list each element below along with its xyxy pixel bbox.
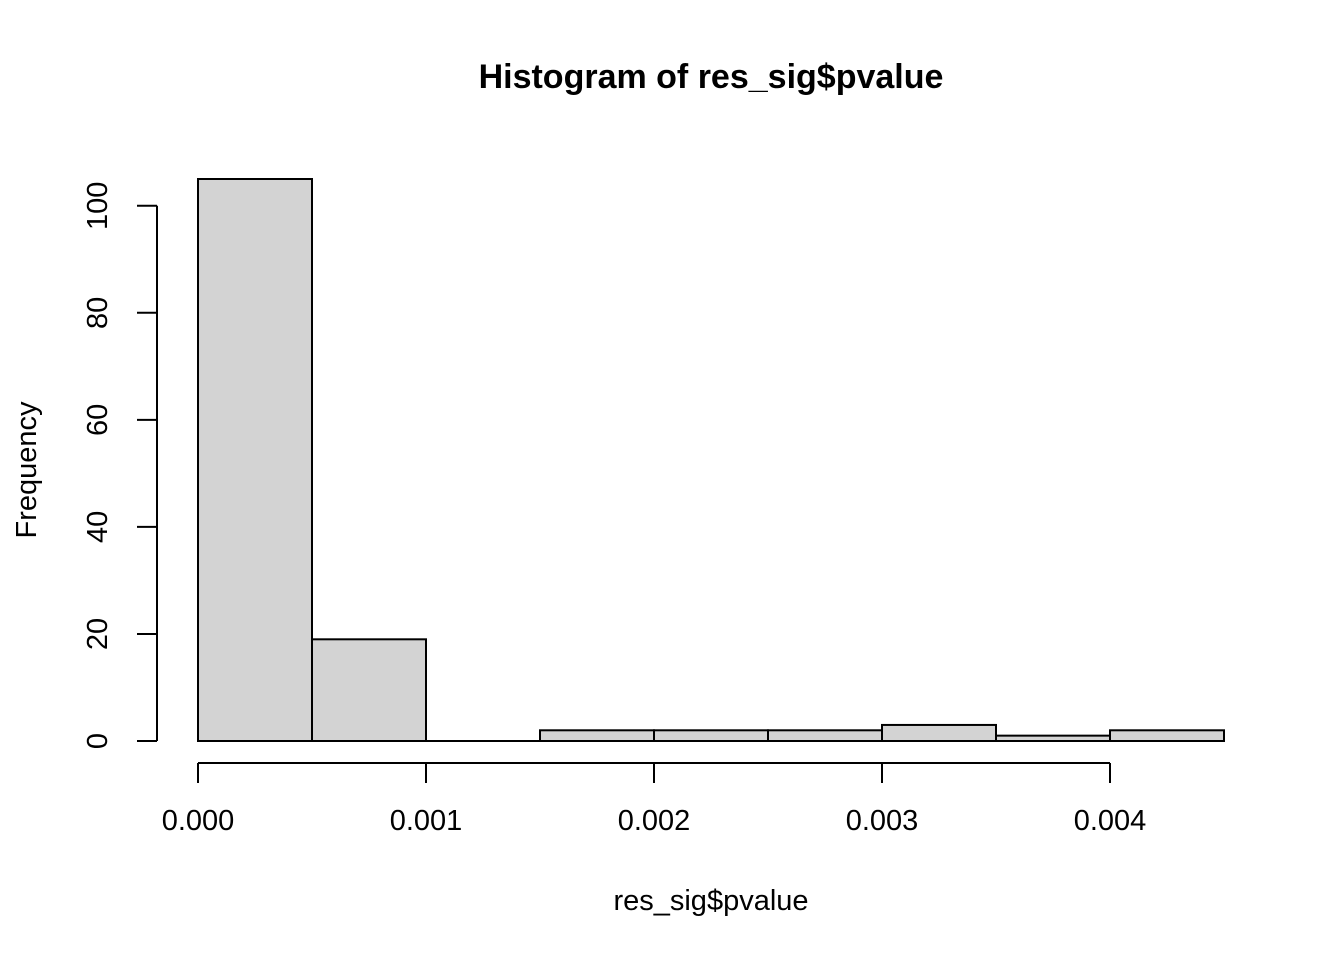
histogram-bar: [881, 723, 997, 743]
x-axis-label: res_sig$pvalue: [613, 885, 808, 917]
y-axis-label: Frequency: [11, 401, 43, 539]
y-tick-label: 20: [82, 618, 114, 650]
histogram-bar: [767, 729, 883, 742]
y-tick-label: 100: [82, 182, 114, 230]
histogram-bar: [1109, 729, 1225, 742]
histogram-bar: [995, 734, 1111, 743]
y-tick-label: 0: [82, 733, 114, 749]
x-tick-label: 0.002: [618, 805, 691, 837]
x-tick-label: 0.001: [390, 805, 463, 837]
chart-title: Histogram of res_sig$pvalue: [479, 58, 944, 96]
plot-area: 0.000 0.001 0.002 0.003 0.004 0 20 40 60 80 100: [82, 178, 1225, 837]
y-tick-label: 80: [82, 297, 114, 329]
x-tick-label: 0.000: [162, 805, 235, 837]
x-tick-label: 0.003: [846, 805, 919, 837]
histogram-bar: [197, 178, 313, 742]
histogram-bar: [311, 638, 427, 742]
histogram-bar: [539, 729, 655, 742]
histogram-bar: [653, 729, 769, 742]
y-tick-label: 60: [82, 404, 114, 436]
y-tick-label: 40: [82, 511, 114, 543]
x-tick-label: 0.004: [1074, 805, 1147, 837]
